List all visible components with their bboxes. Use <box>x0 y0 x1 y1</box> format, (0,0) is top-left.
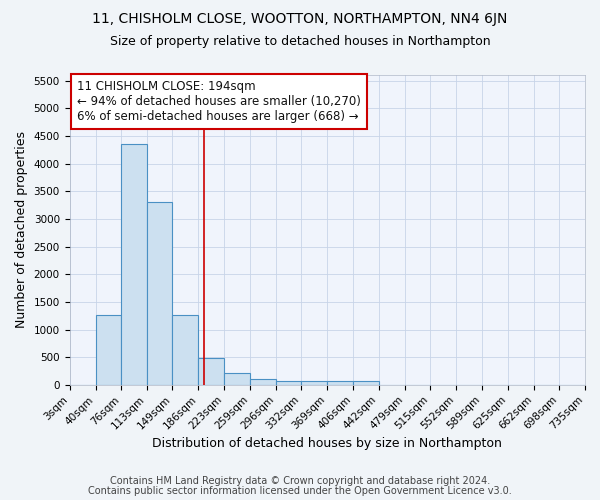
Text: 11 CHISHOLM CLOSE: 194sqm
← 94% of detached houses are smaller (10,270)
6% of se: 11 CHISHOLM CLOSE: 194sqm ← 94% of detac… <box>77 80 361 122</box>
Text: Contains HM Land Registry data © Crown copyright and database right 2024.: Contains HM Land Registry data © Crown c… <box>110 476 490 486</box>
Bar <box>301 380 327 385</box>
Bar <box>199 358 224 385</box>
Text: 11, CHISHOLM CLOSE, WOOTTON, NORTHAMPTON, NN4 6JN: 11, CHISHOLM CLOSE, WOOTTON, NORTHAMPTON… <box>92 12 508 26</box>
Bar <box>353 382 379 385</box>
X-axis label: Distribution of detached houses by size in Northampton: Distribution of detached houses by size … <box>152 437 502 450</box>
Bar <box>121 144 147 385</box>
Bar <box>250 380 276 385</box>
Bar <box>147 202 172 385</box>
Bar <box>327 381 353 385</box>
Bar <box>172 314 199 385</box>
Text: Contains public sector information licensed under the Open Government Licence v3: Contains public sector information licen… <box>88 486 512 496</box>
Bar <box>224 373 250 385</box>
Bar <box>95 314 121 385</box>
Bar <box>276 380 301 385</box>
Text: Size of property relative to detached houses in Northampton: Size of property relative to detached ho… <box>110 35 490 48</box>
Y-axis label: Number of detached properties: Number of detached properties <box>15 132 28 328</box>
